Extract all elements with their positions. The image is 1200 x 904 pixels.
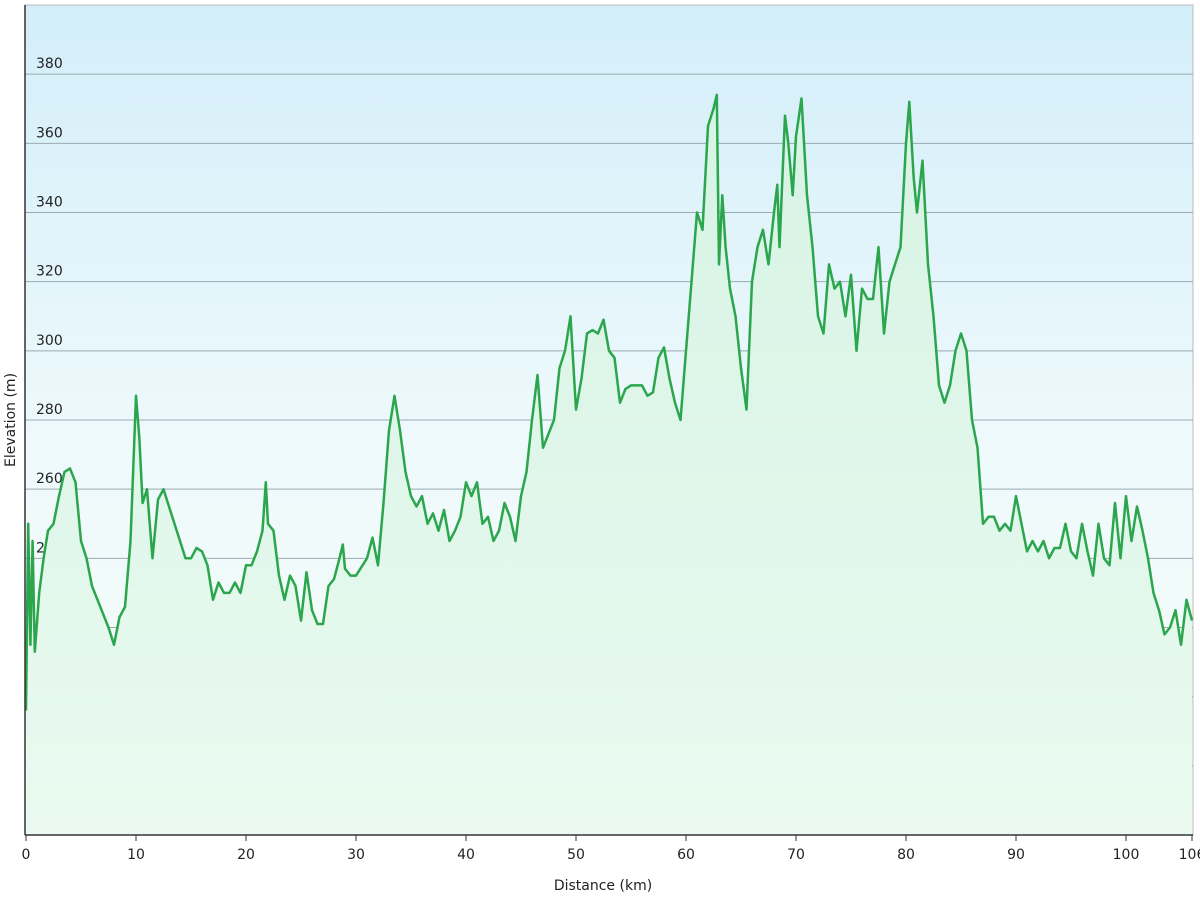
x-tick-label: 90: [1007, 847, 1025, 863]
x-tick-label: 50: [567, 847, 585, 863]
x-tick-label: 100: [1113, 847, 1140, 863]
y-tick-label: 380: [36, 56, 63, 72]
y-tick-label: 300: [36, 333, 63, 349]
x-tick-label: 106: [1179, 847, 1200, 863]
x-tick-label: 30: [347, 847, 365, 863]
elevation-line: [24, 93, 1194, 711]
x-tick-label: 0: [22, 847, 31, 863]
y-tick-label: 320: [36, 264, 63, 280]
x-tick-label: 80: [897, 847, 915, 863]
x-axis-label: Distance (km): [554, 878, 652, 894]
x-tick-label: 40: [457, 847, 475, 863]
y-tick-label: 260: [36, 471, 63, 487]
x-tick-label: 10: [127, 847, 145, 863]
y-axis-label: Elevation (m): [3, 373, 19, 467]
x-tick-label: 70: [787, 847, 805, 863]
y-tick-label: 340: [36, 195, 63, 211]
y-tick-label: 360: [36, 125, 63, 141]
x-tick-label: 20: [237, 847, 255, 863]
y-tick-label: 280: [36, 402, 63, 418]
x-tick-label: 60: [677, 847, 695, 863]
elevation-area: [26, 94, 1192, 835]
